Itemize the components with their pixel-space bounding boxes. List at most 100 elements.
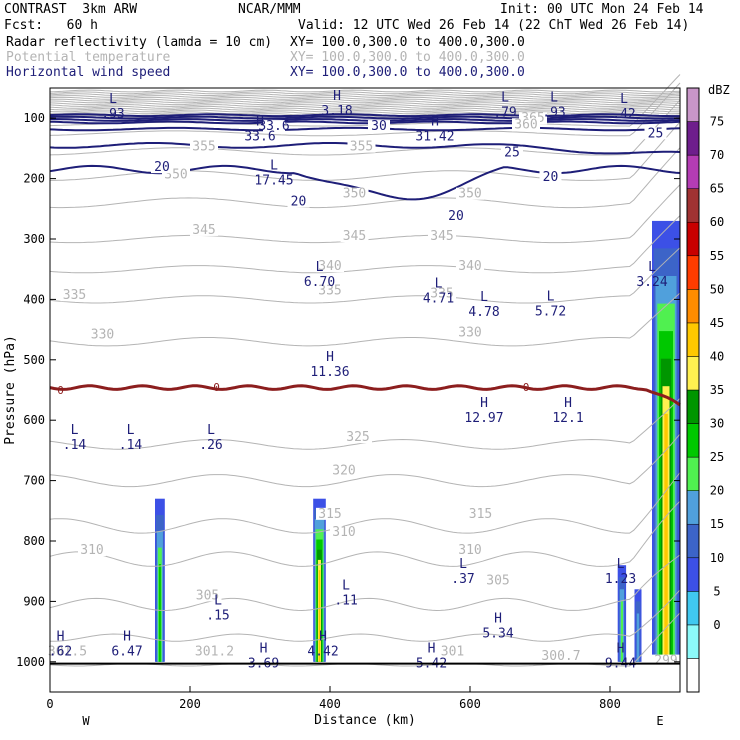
theta-label: 330 <box>458 326 481 341</box>
wind-label: 20 <box>448 209 464 224</box>
y-tick-label: 1000 <box>16 655 45 669</box>
colorbar-tick-label: 60 <box>710 215 724 229</box>
theta-label: 315 <box>318 507 341 522</box>
theta-label: 330 <box>91 327 114 342</box>
theta-label: 299 <box>654 654 677 669</box>
colorbar-tick-label: 55 <box>710 249 724 263</box>
extremum-marker: L <box>480 290 488 305</box>
colorbar-swatch <box>687 457 699 491</box>
x-tick-label: 200 <box>179 697 201 711</box>
extremum-marker: H <box>260 642 268 657</box>
theta-label: 360 <box>514 117 537 132</box>
extremum-value: 4.78 <box>468 305 499 320</box>
extremum-value: 3.24 <box>636 275 667 290</box>
y-tick-label: 300 <box>23 232 45 246</box>
theta-contour <box>50 106 680 108</box>
extremum-value: 12.1 <box>552 411 583 426</box>
x-tick-label: 400 <box>319 697 341 711</box>
theta-contour <box>50 473 680 534</box>
freezing-contour <box>50 386 680 405</box>
colorbar: dBZ051015202530354045505560657075 <box>687 83 730 692</box>
colorbar-swatch <box>687 189 699 223</box>
wind-label: 20 <box>543 170 559 185</box>
colorbar-tick-label: 35 <box>710 383 724 397</box>
y-tick-label: 600 <box>23 413 45 427</box>
theta-label: 355 <box>192 140 215 155</box>
extremum-value: 4.71 <box>423 291 454 306</box>
extremum-value: .15 <box>206 608 229 623</box>
extremum-value: 5.34 <box>482 627 513 642</box>
colorbar-unit: dBZ <box>708 83 730 97</box>
colorbar-swatch <box>687 356 699 390</box>
wind-contour <box>50 119 680 121</box>
extremum-marker: H <box>564 396 572 411</box>
freezing-label: 0 <box>523 381 530 394</box>
extremum-marker: L <box>501 90 509 105</box>
wind-label: 25 <box>648 126 664 141</box>
extremum-marker: H <box>57 630 65 645</box>
y-tick-label: 700 <box>23 474 45 488</box>
x-tick-label: 800 <box>599 697 621 711</box>
x-tick-label: 600 <box>459 697 481 711</box>
colorbar-swatch <box>687 323 699 357</box>
extremum-marker: L <box>127 423 135 438</box>
colorbar-tick-label: 30 <box>710 417 724 431</box>
extremum-marker: L <box>270 159 278 174</box>
colorbar-tick-label: 50 <box>710 282 724 296</box>
theta-label: 310 <box>332 525 355 540</box>
theta-contour <box>50 613 680 666</box>
extremum-marker: L <box>109 92 117 107</box>
extremum-marker: H <box>333 89 341 104</box>
theta-contours <box>50 75 680 667</box>
extremum-value: .42 <box>612 107 635 122</box>
colorbar-swatch <box>687 558 699 592</box>
theta-label: 325 <box>346 430 369 445</box>
extremum-value: .11 <box>334 593 357 608</box>
colorbar-tick-label: 75 <box>710 115 724 129</box>
extremum-marker: L <box>550 90 558 105</box>
colorbar-swatch <box>687 122 699 156</box>
colorbar-swatch <box>687 658 699 692</box>
extremum-value: 3.18 <box>321 104 352 119</box>
west-label: W <box>82 714 90 728</box>
extremum-marker: H <box>123 630 131 645</box>
y-tick-label: 800 <box>23 534 45 548</box>
extremum-marker: L <box>620 92 628 107</box>
theta-contour <box>50 90 680 92</box>
y-tick-label: 100 <box>23 111 45 125</box>
colorbar-swatch <box>687 289 699 323</box>
y-axis-title: Pressure (hPa) <box>3 335 18 445</box>
extremum-value: 1.23 <box>605 572 636 587</box>
theta-label: 340 <box>458 259 481 274</box>
theta-label: 310 <box>80 543 103 558</box>
colorbar-swatch <box>687 625 699 659</box>
extremum-value: .37 <box>451 572 474 587</box>
theta-label: 301.2 <box>195 645 234 660</box>
y-tick-label: 900 <box>23 594 45 608</box>
theta-contour <box>50 555 680 611</box>
extremum-marker: H <box>431 114 439 129</box>
extremum-value: 12.97 <box>464 411 503 426</box>
wind-label: 25 <box>504 146 520 161</box>
extremum-marker: H <box>326 350 334 365</box>
colorbar-tick-label: 20 <box>710 484 724 498</box>
extremum-value: 17.45 <box>254 174 293 189</box>
contour-labels: 3653603553553503503503453453453403403353… <box>48 89 680 672</box>
x-axis-title: Distance (km) <box>314 713 416 728</box>
wind-contour <box>50 128 680 130</box>
theta-label: 335 <box>63 288 86 303</box>
extremum-value: 6.70 <box>304 275 335 290</box>
extremum-marker: H <box>480 396 488 411</box>
extremum-marker: L <box>342 578 350 593</box>
reflectivity-cell <box>159 564 161 662</box>
extremum-value: 31.42 <box>415 129 454 144</box>
extremum-value: .93 <box>542 105 565 120</box>
theta-label: 310 <box>458 543 481 558</box>
theta-label: 355 <box>350 140 373 155</box>
extremum-marker: H <box>617 642 625 657</box>
extremum-value: .62 <box>49 645 72 660</box>
theta-contour <box>50 590 680 641</box>
extremum-value: 4.42 <box>307 645 338 660</box>
colorbar-swatch <box>687 222 699 256</box>
extremum-marker: L <box>435 276 443 291</box>
